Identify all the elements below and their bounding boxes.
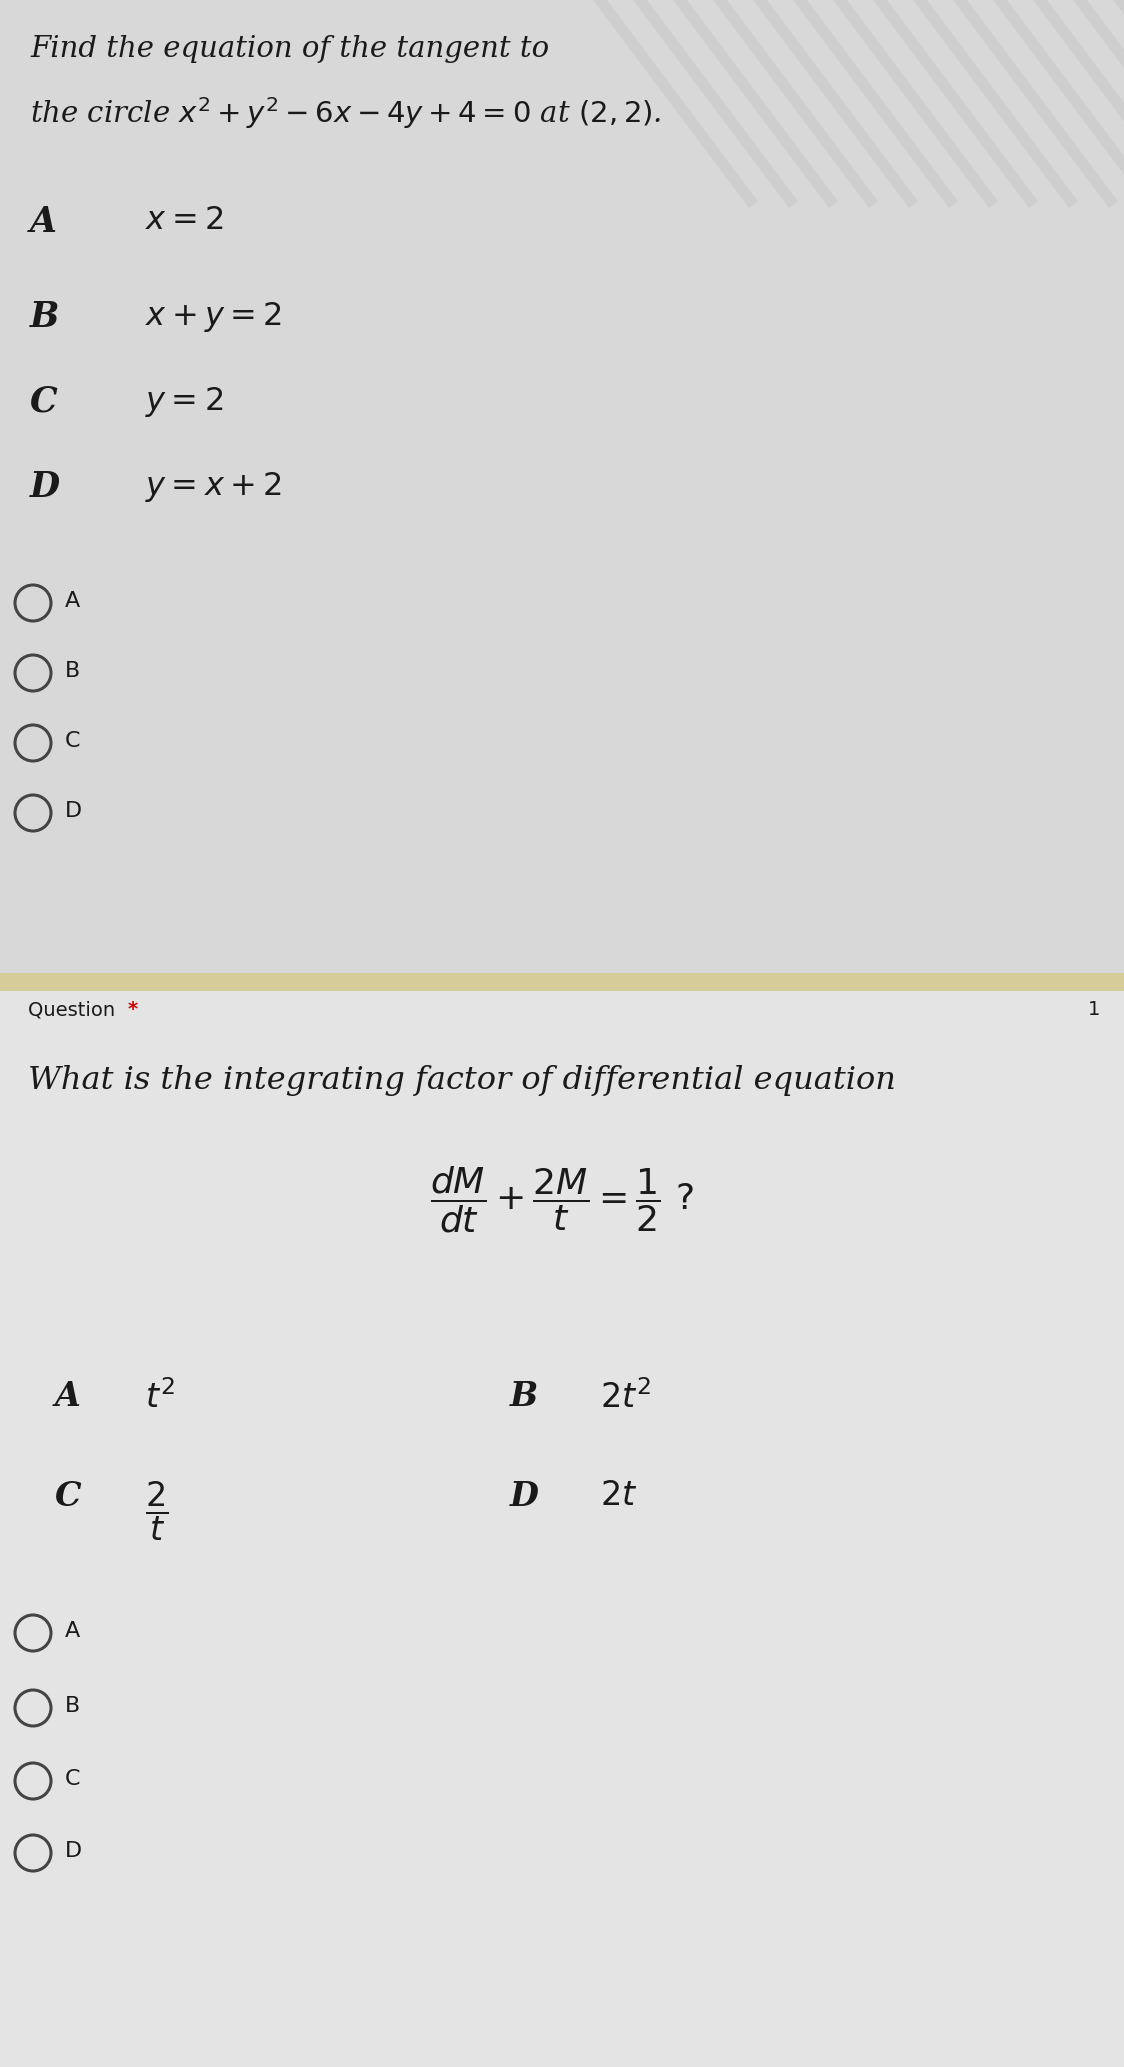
Bar — [600, 0, 1124, 200]
Text: $y = 2$: $y = 2$ — [145, 384, 224, 420]
Bar — [0, 990, 1124, 2067]
Text: $2t$: $2t$ — [600, 1480, 637, 1511]
Text: D: D — [65, 1842, 82, 1860]
Text: B: B — [65, 661, 80, 680]
Text: $\dfrac{dM}{dt} + \dfrac{2M}{t} = \dfrac{1}{2}\ ?$: $\dfrac{dM}{dt} + \dfrac{2M}{t} = \dfrac… — [430, 1166, 694, 1236]
Text: Find the equation of the tangent to: Find the equation of the tangent to — [30, 35, 550, 62]
Text: A: A — [65, 591, 80, 612]
Bar — [0, 974, 1124, 990]
Text: A: A — [30, 205, 57, 240]
Text: $x = 2$: $x = 2$ — [145, 205, 224, 236]
Text: D: D — [510, 1480, 540, 1513]
Text: B: B — [65, 1697, 80, 1716]
Text: B: B — [510, 1381, 538, 1414]
Text: D: D — [30, 469, 60, 504]
Text: $y = x + 2$: $y = x + 2$ — [145, 469, 281, 504]
Text: C: C — [55, 1480, 82, 1513]
Text: $\dfrac{2}{t}$: $\dfrac{2}{t}$ — [145, 1480, 169, 1544]
Text: C: C — [65, 1769, 81, 1790]
Text: $x + y = 2$: $x + y = 2$ — [145, 300, 281, 335]
Text: C: C — [65, 732, 81, 750]
Text: $2t^2$: $2t^2$ — [600, 1381, 651, 1414]
Text: 1: 1 — [1088, 1000, 1100, 1019]
Text: D: D — [65, 802, 82, 821]
Text: *: * — [128, 1000, 138, 1019]
Text: Question: Question — [28, 1000, 121, 1019]
Text: B: B — [30, 300, 60, 335]
Text: $t^2$: $t^2$ — [145, 1381, 175, 1414]
Text: A: A — [55, 1381, 81, 1414]
Text: C: C — [30, 384, 57, 420]
Bar — [0, 0, 1124, 976]
Text: A: A — [65, 1621, 80, 1641]
Text: What is the integrating factor of differential equation: What is the integrating factor of differ… — [28, 1065, 896, 1096]
Text: the circle $x^2 + y^2 - 6x - 4y + 4 = 0$ at $(2,2)$.: the circle $x^2 + y^2 - 6x - 4y + 4 = 0$… — [30, 95, 662, 130]
